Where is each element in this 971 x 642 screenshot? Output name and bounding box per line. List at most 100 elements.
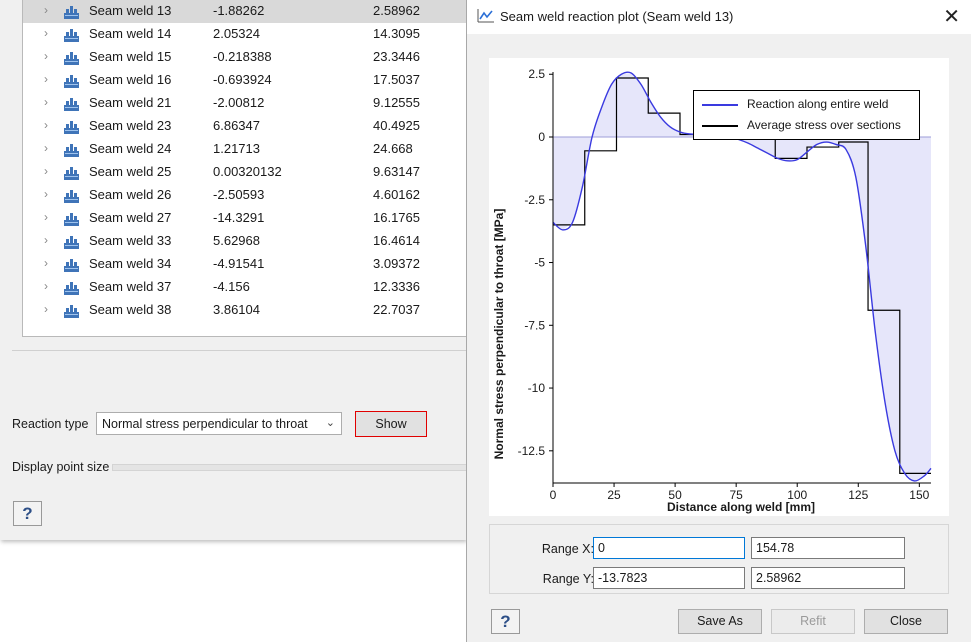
weld-row[interactable]: › Seam weld 23 6.86347 40.4925	[23, 115, 467, 138]
x-tick-label: 0	[550, 488, 557, 502]
reaction-series-line	[552, 71, 932, 482]
weld-row[interactable]: › Seam weld 34 -4.91541 3.09372	[23, 253, 467, 276]
range-group: Range X: Range Y:	[489, 524, 949, 594]
y-tick-label: -5	[534, 256, 545, 270]
weld-value-1: 0.00320132	[213, 164, 282, 179]
weld-row[interactable]: › Seam weld 13 -1.88262 2.58962	[23, 0, 467, 23]
reaction-type-select[interactable]: Normal stress perpendicular to throat ⌄	[96, 412, 342, 435]
help-button[interactable]: ?	[13, 501, 42, 526]
seam-weld-icon	[64, 98, 79, 111]
weld-value-1: -2.50593	[213, 187, 265, 202]
weld-row[interactable]: › Seam weld 14 2.05324 14.3095	[23, 23, 467, 46]
seam-weld-icon	[64, 6, 79, 19]
weld-list-panel: › Seam weld 13 -1.88262 2.58962 › Seam weld 1…	[12, 0, 467, 351]
save-as-button[interactable]: Save As	[678, 609, 762, 634]
weld-value-1: -2.00812	[213, 95, 265, 110]
expand-chevron-icon[interactable]: ›	[44, 233, 48, 247]
weld-value-1: -4.91541	[213, 256, 265, 271]
expand-chevron-icon[interactable]: ›	[44, 3, 48, 17]
refit-button[interactable]: Refit	[771, 609, 855, 634]
show-button[interactable]: Show	[355, 411, 427, 437]
expand-chevron-icon[interactable]: ›	[44, 187, 48, 201]
expand-chevron-icon[interactable]: ›	[44, 141, 48, 155]
range-y-max-input[interactable]	[751, 567, 905, 589]
weld-row[interactable]: › Seam weld 15 -0.218388 23.3446	[23, 46, 467, 69]
weld-row[interactable]: › Seam weld 38 3.86104 22.7037	[23, 299, 467, 322]
expand-chevron-icon[interactable]: ›	[44, 164, 48, 178]
weld-name: Seam weld 33	[89, 233, 172, 248]
seam-weld-icon	[64, 144, 79, 157]
legend-entry-average: Average stress over sections	[694, 116, 919, 136]
weld-value-2: 23.3446	[373, 49, 420, 64]
y-tick-label: -10	[528, 381, 546, 395]
weld-name: Seam weld 24	[89, 141, 172, 156]
weld-row[interactable]: › Seam weld 33 5.62968 16.4614	[23, 230, 467, 253]
expand-chevron-icon[interactable]: ›	[44, 118, 48, 132]
legend-label-reaction: Reaction along entire weld	[747, 97, 889, 111]
weld-row[interactable]: › Seam weld 26 -2.50593 4.60162	[23, 184, 467, 207]
chevron-down-icon: ⌄	[325, 417, 335, 429]
weld-name: Seam weld 16	[89, 72, 172, 87]
weld-value-1: -14.3291	[213, 210, 265, 225]
seam-weld-icon	[64, 75, 79, 88]
expand-chevron-icon[interactable]: ›	[44, 95, 48, 109]
x-tick-label: 50	[668, 488, 682, 502]
weld-value-1: 3.86104	[213, 302, 260, 317]
point-size-slider[interactable]	[112, 464, 468, 471]
range-x-max-input[interactable]	[751, 537, 905, 559]
weld-value-1: -1.88262	[213, 3, 265, 18]
legend-entry-reaction: Reaction along entire weld	[694, 95, 919, 115]
y-axis-label: Normal stress perpendicular to throat [M…	[492, 208, 506, 460]
y-tick-label: 2.5	[528, 67, 545, 81]
seam-weld-icon	[64, 121, 79, 134]
reaction-plot: 0 25 50 75 100 125 150 2.5 0 -2.5 -5 -7.5 -10 -12.5 N…	[489, 58, 949, 516]
weld-name: Seam weld 38	[89, 302, 172, 317]
legend-label-average: Average stress over sections	[747, 118, 901, 132]
dialog-titlebar: Seam weld reaction plot (Seam weld 13) ✕	[467, 0, 971, 34]
expand-chevron-icon[interactable]: ›	[44, 302, 48, 316]
weld-value-1: 2.05324	[213, 26, 260, 41]
weld-value-2: 2.58962	[373, 3, 420, 18]
close-button[interactable]: Close	[864, 609, 948, 634]
seam-weld-icon	[64, 213, 79, 226]
expand-chevron-icon[interactable]: ›	[44, 210, 48, 224]
weld-value-2: 24.668	[373, 141, 413, 156]
dialog-help-button[interactable]: ?	[491, 609, 520, 634]
x-tick-label: 25	[607, 488, 621, 502]
expand-chevron-icon[interactable]: ›	[44, 26, 48, 40]
weld-row[interactable]: › Seam weld 16 -0.693924 17.5037	[23, 69, 467, 92]
weld-row[interactable]: › Seam weld 27 -14.3291 16.1765	[23, 207, 467, 230]
weld-row[interactable]: › Seam weld 21 -2.00812 9.12555	[23, 92, 467, 115]
seam-weld-icon	[64, 282, 79, 295]
close-icon[interactable]: ✕	[943, 6, 960, 28]
weld-row[interactable]: › Seam weld 25 0.00320132 9.63147	[23, 161, 467, 184]
range-y-min-input[interactable]	[593, 567, 745, 589]
weld-row[interactable]: › Seam weld 24 1.21713 24.668	[23, 138, 467, 161]
reaction-area-fill	[553, 72, 931, 481]
expand-chevron-icon[interactable]: ›	[44, 49, 48, 63]
expand-chevron-icon[interactable]: ›	[44, 279, 48, 293]
y-tick-label: -12.5	[518, 444, 546, 458]
weld-value-2: 17.5037	[373, 72, 420, 87]
seam-weld-icon	[64, 29, 79, 42]
legend-swatch-reaction	[702, 104, 738, 106]
weld-value-1: 5.62968	[213, 233, 260, 248]
weld-value-2: 9.12555	[373, 95, 420, 110]
weld-tree-list[interactable]: › Seam weld 13 -1.88262 2.58962 › Seam weld 1…	[22, 0, 467, 337]
plot-legend: Reaction along entire weld Average stres…	[693, 90, 920, 140]
weld-value-2: 16.1765	[373, 210, 420, 225]
weld-name: Seam weld 15	[89, 49, 172, 64]
weld-value-2: 9.63147	[373, 164, 420, 179]
weld-row[interactable]: › Seam weld 37 -4.156 12.3336	[23, 276, 467, 299]
dialog-title: Seam weld reaction plot (Seam weld 13)	[500, 9, 734, 24]
seam-weld-icon	[64, 167, 79, 180]
weld-name: Seam weld 26	[89, 187, 172, 202]
weld-name: Seam weld 27	[89, 210, 172, 225]
range-x-label: Range X:	[541, 542, 594, 556]
range-x-min-input[interactable]	[593, 537, 745, 559]
expand-chevron-icon[interactable]: ›	[44, 256, 48, 270]
weld-name: Seam weld 34	[89, 256, 172, 271]
seam-weld-icon	[64, 259, 79, 272]
weld-value-1: 6.86347	[213, 118, 260, 133]
expand-chevron-icon[interactable]: ›	[44, 72, 48, 86]
